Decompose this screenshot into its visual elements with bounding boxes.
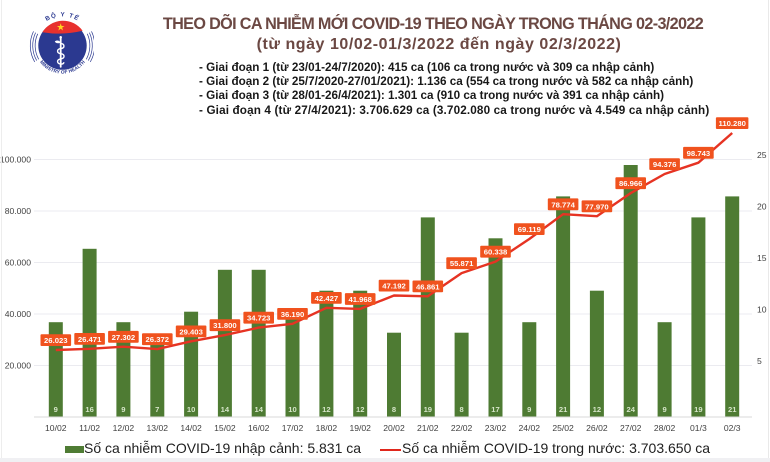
svg-text:41.968: 41.968: [348, 295, 372, 304]
svg-text:77.970: 77.970: [585, 202, 609, 211]
svg-text:19: 19: [694, 405, 702, 414]
svg-text:27.302: 27.302: [112, 333, 136, 342]
svg-text:12/02: 12/02: [113, 423, 135, 433]
svg-text:25/02: 25/02: [552, 423, 574, 433]
svg-text:20/02: 20/02: [383, 423, 405, 433]
svg-text:21: 21: [559, 405, 568, 414]
svg-text:46.861: 46.861: [416, 282, 440, 291]
svg-text:36.190: 36.190: [281, 310, 305, 319]
svg-text:02/3: 02/3: [724, 423, 741, 433]
svg-text:14/02: 14/02: [180, 423, 202, 433]
svg-text:86.966: 86.966: [619, 179, 643, 188]
svg-text:9: 9: [527, 405, 531, 414]
svg-text:12: 12: [593, 405, 601, 414]
svg-text:9: 9: [121, 405, 125, 414]
svg-text:80.000: 80.000: [5, 206, 32, 216]
svg-text:7: 7: [155, 405, 159, 414]
svg-text:42.427: 42.427: [315, 294, 339, 303]
svg-text:8: 8: [459, 405, 463, 414]
svg-text:47.192: 47.192: [382, 282, 406, 291]
svg-text:9: 9: [54, 405, 58, 414]
svg-text:21: 21: [728, 405, 737, 414]
svg-text:17: 17: [491, 405, 499, 414]
svg-text:14: 14: [254, 405, 263, 414]
svg-text:14: 14: [221, 405, 230, 414]
svg-text:60.000: 60.000: [5, 258, 32, 268]
svg-text:23/02: 23/02: [485, 423, 507, 433]
svg-text:10/02: 10/02: [45, 423, 67, 433]
svg-text:21/02: 21/02: [417, 423, 439, 433]
svg-text:11/02: 11/02: [79, 423, 100, 433]
svg-text:19/02: 19/02: [349, 423, 371, 433]
svg-text:20.000: 20.000: [5, 361, 32, 371]
svg-text:10: 10: [288, 405, 296, 414]
svg-text:19: 19: [424, 405, 432, 414]
svg-text:94.376: 94.376: [653, 160, 677, 169]
svg-text:55.871: 55.871: [450, 259, 474, 268]
svg-text:29.403: 29.403: [179, 327, 203, 336]
svg-text:8: 8: [392, 405, 396, 414]
svg-text:100.000: 100.000: [0, 155, 31, 165]
svg-text:31.800: 31.800: [213, 321, 237, 330]
svg-text:28/02: 28/02: [654, 423, 676, 433]
svg-text:15/02: 15/02: [214, 423, 236, 433]
svg-text:69.119: 69.119: [518, 225, 541, 234]
svg-text:12: 12: [322, 405, 330, 414]
svg-text:25: 25: [757, 150, 767, 160]
svg-text:9: 9: [662, 405, 666, 414]
svg-text:110.280: 110.280: [719, 119, 746, 128]
svg-text:BỘ Y TẾ: BỘ Y TẾ: [44, 11, 81, 23]
svg-text:18/02: 18/02: [316, 423, 338, 433]
svg-text:24/02: 24/02: [519, 423, 541, 433]
svg-text:13/02: 13/02: [147, 423, 169, 433]
svg-text:10: 10: [757, 305, 767, 315]
svg-text:26.023: 26.023: [44, 336, 68, 345]
svg-text:26.372: 26.372: [146, 335, 170, 344]
svg-text:12: 12: [356, 405, 364, 414]
svg-text:16/02: 16/02: [248, 423, 270, 433]
svg-text:10: 10: [187, 405, 195, 414]
svg-text:15: 15: [757, 253, 767, 263]
svg-text:78.774: 78.774: [551, 200, 575, 209]
svg-text:5: 5: [757, 356, 762, 366]
svg-text:16: 16: [85, 405, 93, 414]
svg-text:26.471: 26.471: [78, 335, 102, 344]
svg-text:98.743: 98.743: [687, 149, 711, 158]
svg-text:34.723: 34.723: [247, 314, 271, 323]
svg-text:26/02: 26/02: [586, 423, 608, 433]
svg-text:24: 24: [626, 405, 635, 414]
svg-text:17/02: 17/02: [282, 423, 304, 433]
svg-text:22/02: 22/02: [451, 423, 473, 433]
svg-text:27/02: 27/02: [620, 423, 642, 433]
svg-text:01/3: 01/3: [690, 423, 707, 433]
svg-text:60.338: 60.338: [484, 248, 508, 257]
svg-text:20: 20: [757, 202, 767, 212]
svg-text:40.000: 40.000: [5, 309, 32, 319]
